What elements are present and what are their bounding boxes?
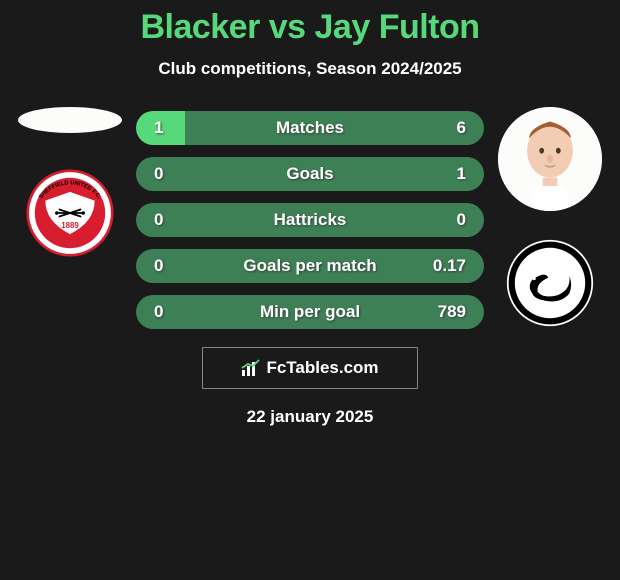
stat-left-value: 0 <box>154 256 163 276</box>
branding-box[interactable]: FcTables.com <box>202 347 418 389</box>
right-column: SWANSEA CITY AFC <box>490 107 610 327</box>
comparison-row: 1889 SHEFFIELD UNITED F.C. 1 Matches 6 0 Goa… <box>0 107 620 329</box>
stat-bar: 0 Goals 1 <box>136 157 484 191</box>
person-icon <box>498 107 602 211</box>
swan-icon: SWANSEA CITY AFC <box>506 239 594 327</box>
stat-label: Matches <box>276 118 344 138</box>
player1-club-badge: 1889 SHEFFIELD UNITED F.C. <box>26 169 114 257</box>
stat-label: Goals per match <box>243 256 376 276</box>
page-subtitle: Club competitions, Season 2024/2025 <box>158 59 461 79</box>
player2-club-badge: SWANSEA CITY AFC <box>506 239 594 327</box>
stat-left-value: 1 <box>154 118 163 138</box>
stat-right-value: 0.17 <box>433 256 466 276</box>
page-title: Blacker vs Jay Fulton <box>140 8 479 47</box>
player1-avatar-placeholder <box>18 107 122 133</box>
branding-label: FcTables.com <box>266 358 378 378</box>
stats-bars: 1 Matches 6 0 Goals 1 0 Hattricks 0 0 Goals per ma… <box>136 107 484 329</box>
stat-bar: 1 Matches 6 <box>136 111 484 145</box>
stat-label: Hattricks <box>274 210 347 230</box>
bar-chart-icon <box>241 359 261 377</box>
stat-bar: 0 Min per goal 789 <box>136 295 484 329</box>
stat-right-value: 1 <box>457 164 466 184</box>
stat-bar: 0 Hattricks 0 <box>136 203 484 237</box>
date-label: 22 january 2025 <box>247 407 374 427</box>
stat-bar: 0 Goals per match 0.17 <box>136 249 484 283</box>
stat-label: Min per goal <box>260 302 360 322</box>
stat-left-value: 0 <box>154 210 163 230</box>
player2-avatar <box>498 107 602 211</box>
stat-right-value: 0 <box>457 210 466 230</box>
club-year: 1889 <box>61 221 79 230</box>
left-column: 1889 SHEFFIELD UNITED F.C. <box>10 107 130 257</box>
shield-icon: 1889 SHEFFIELD UNITED F.C. <box>26 169 114 257</box>
stat-right-value: 6 <box>457 118 466 138</box>
stat-label: Goals <box>286 164 333 184</box>
stat-right-value: 789 <box>438 302 466 322</box>
stat-left-value: 0 <box>154 164 163 184</box>
stat-left-value: 0 <box>154 302 163 322</box>
